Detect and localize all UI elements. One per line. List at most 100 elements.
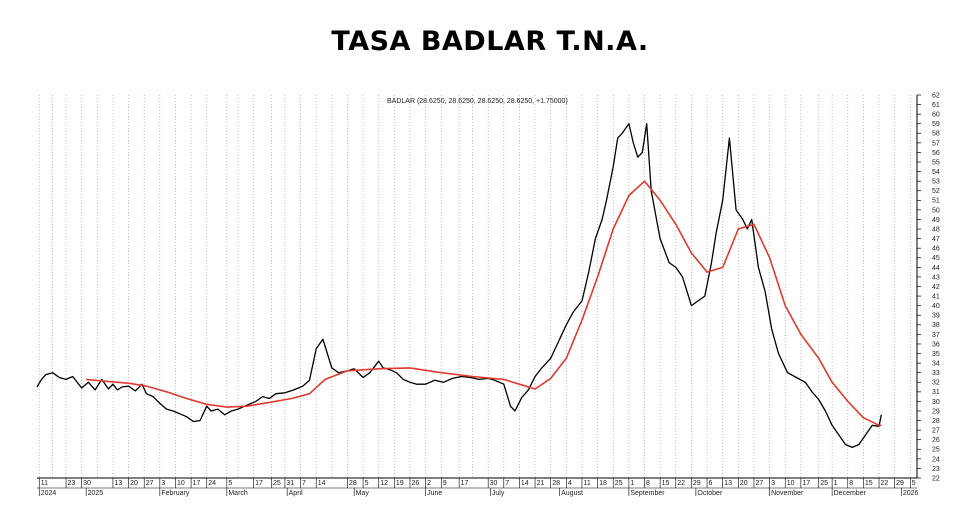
y-tick-label: 62 xyxy=(932,92,940,99)
y-tick-label: 30 xyxy=(932,399,940,406)
y-tick-label: 45 xyxy=(932,255,940,262)
x-tick-label: 7 xyxy=(505,480,509,487)
x-tick-label: 21 xyxy=(537,480,545,487)
x-tick-label: 28 xyxy=(349,480,357,487)
x-tick-label: 22 xyxy=(677,480,685,487)
y-tick-label: 46 xyxy=(932,246,940,253)
x-tick-label: 27 xyxy=(755,480,763,487)
y-tick-label: 32 xyxy=(932,380,940,387)
x-tick-label: 12 xyxy=(380,480,388,487)
y-tick-label: 49 xyxy=(932,217,940,224)
y-tick-label: 41 xyxy=(932,293,940,300)
x-tick-label: 11 xyxy=(41,480,48,487)
x-tick-label: 1 xyxy=(834,480,838,487)
y-tick-label: 38 xyxy=(932,322,940,329)
y-tick-label: 61 xyxy=(932,102,940,109)
y-tick-label: 44 xyxy=(932,265,940,272)
y-tick-label: 60 xyxy=(932,112,940,119)
x-month-label: 2025 xyxy=(88,490,104,497)
x-tick-label: 15 xyxy=(865,480,873,487)
x-tick-label: 25 xyxy=(615,480,623,487)
x-tick-label: 17 xyxy=(802,480,810,487)
chart-axes xyxy=(37,95,918,489)
y-tick-label: 31 xyxy=(932,389,940,396)
x-tick-label: 29 xyxy=(693,480,701,487)
x-month-label: October xyxy=(697,490,723,497)
x-tick-label: 14 xyxy=(318,480,326,487)
y-tick-label: 34 xyxy=(932,361,940,368)
x-tick-label: 4 xyxy=(568,480,572,487)
series-line-moving-average xyxy=(86,180,882,427)
x-tick-label: 23 xyxy=(68,480,76,487)
y-tick-label: 26 xyxy=(932,437,940,444)
y-axis-ticks: 22 23 24 25 26 27 28 29 30 31 32 33 34 35 36 37 38 39 40 41… xyxy=(917,92,940,482)
x-month-label: May xyxy=(356,490,370,497)
x-month-label: August xyxy=(561,490,583,497)
x-tick-label: 11 xyxy=(583,480,590,487)
x-tick-label: 13 xyxy=(114,480,122,487)
x-month-label: 2026 xyxy=(903,490,919,497)
y-tick-label: 35 xyxy=(932,351,940,358)
x-tick-label: 31 xyxy=(286,480,294,487)
x-tick-label: 10 xyxy=(177,480,185,487)
series-layer xyxy=(36,123,882,449)
y-tick-label: 39 xyxy=(932,313,940,320)
x-tick-label: 5 xyxy=(365,480,369,487)
y-tick-label: 55 xyxy=(932,159,940,166)
y-tick-label: 48 xyxy=(932,226,940,233)
chart-legend: BADLAR (28.6250, 28.6250, 28.6250, 28.62… xyxy=(387,98,568,105)
y-tick-label: 24 xyxy=(932,456,940,463)
x-month-label: July xyxy=(492,490,505,497)
y-tick-label: 27 xyxy=(932,428,940,435)
y-tick-label: 28 xyxy=(932,418,940,425)
chart-grid xyxy=(38,95,911,478)
x-tick-label: 26 xyxy=(411,480,419,487)
x-month-label: September xyxy=(630,490,665,497)
x-tick-label: 9 xyxy=(443,480,447,487)
x-tick-label: 30 xyxy=(83,480,91,487)
y-tick-label: 23 xyxy=(932,466,940,473)
x-tick-label: 5 xyxy=(912,480,916,487)
x-tick-label: 28 xyxy=(552,480,560,487)
x-month-label: June xyxy=(427,490,442,497)
x-tick-label: 27 xyxy=(146,480,154,487)
y-tick-label: 29 xyxy=(932,408,940,415)
x-tick-label: 19 xyxy=(396,480,404,487)
x-tick-label: 25 xyxy=(820,480,828,487)
x-tick-label: 18 xyxy=(599,480,607,487)
x-tick-label: 15 xyxy=(662,480,670,487)
x-month-label: April xyxy=(289,490,303,497)
y-tick-label: 59 xyxy=(932,121,940,128)
x-tick-label: 17 xyxy=(193,480,201,487)
y-tick-label: 57 xyxy=(932,140,940,147)
y-tick-label: 50 xyxy=(932,207,940,214)
x-tick-label: 7 xyxy=(302,480,306,487)
y-tick-label: 52 xyxy=(932,188,940,195)
x-tick-label: 10 xyxy=(787,480,795,487)
x-tick-label: 20 xyxy=(740,480,748,487)
x-tick-label: 2 xyxy=(427,480,431,487)
y-tick-label: 42 xyxy=(932,284,940,291)
x-tick-label: 30 xyxy=(490,480,498,487)
x-month-label: February xyxy=(161,490,190,497)
x-tick-label: 8 xyxy=(849,480,853,487)
y-tick-label: 37 xyxy=(932,332,940,339)
x-axis-ticks: 11 23 30 13 20 27 3 10 17 24 5 17 25 31 7 14 28 5 12 19 26 2 9… xyxy=(38,478,919,497)
x-tick-label: 6 xyxy=(709,480,713,487)
x-tick-label: 13 xyxy=(724,480,732,487)
y-tick-label: 58 xyxy=(932,131,940,138)
x-tick-label: 8 xyxy=(646,480,650,487)
x-month-label: March xyxy=(228,490,248,497)
y-tick-label: 40 xyxy=(932,303,940,310)
x-month-label: 2024 xyxy=(41,490,57,497)
x-tick-label: 3 xyxy=(161,480,165,487)
y-tick-label: 51 xyxy=(932,198,940,205)
y-tick-label: 43 xyxy=(932,274,940,281)
y-tick-label: 53 xyxy=(932,179,940,186)
x-tick-label: 14 xyxy=(521,480,529,487)
y-tick-label: 54 xyxy=(932,169,940,176)
x-tick-label: 17 xyxy=(461,480,469,487)
y-tick-label: 25 xyxy=(932,447,940,454)
x-month-label: December xyxy=(834,490,867,497)
